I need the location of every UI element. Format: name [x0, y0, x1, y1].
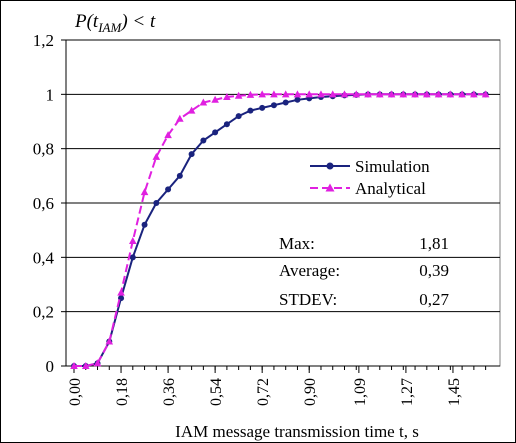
x-tick-label-6: 1,09 — [352, 378, 369, 406]
point-simulation-8 — [165, 186, 171, 192]
point-simulation-6 — [142, 222, 148, 228]
point-simulation-14 — [236, 113, 242, 119]
point-simulation-13 — [224, 121, 230, 127]
point-simulation-15 — [247, 108, 253, 114]
stat-value-average: 0,39 — [419, 261, 449, 280]
y-tick-label-6: 1,2 — [33, 31, 54, 50]
y-tick-label-5: 1 — [46, 85, 55, 104]
point-simulation-9 — [177, 173, 183, 179]
legend-label-simulation: Simulation — [355, 157, 430, 176]
legend-marker-simulation — [327, 163, 334, 170]
x-tick-label-4: 0,72 — [255, 378, 272, 406]
x-tick-label-8: 1,45 — [446, 378, 463, 406]
x-tick-label-3: 0,54 — [208, 378, 225, 406]
y-tick-label-4: 0,8 — [33, 140, 54, 159]
y-tick-label-3: 0,6 — [33, 194, 54, 213]
point-simulation-18 — [283, 99, 289, 105]
stat-label-max: Max: — [279, 234, 315, 253]
x-tick-label-1: 0,18 — [114, 378, 131, 406]
x-tick-label-5: 0,90 — [302, 378, 319, 406]
point-simulation-11 — [200, 138, 206, 144]
y-tick-label-2: 0,4 — [33, 248, 55, 267]
point-simulation-19 — [294, 97, 300, 103]
stat-label-average: Average: — [279, 261, 340, 280]
x-axis-title: IAM message transmission time t, s — [175, 422, 419, 441]
x-tick-label-2: 0,36 — [161, 378, 178, 406]
point-simulation-17 — [271, 102, 277, 108]
y-tick-label-1: 0,2 — [33, 303, 54, 322]
stat-label-stdev: STDEV: — [279, 290, 337, 309]
point-simulation-5 — [130, 254, 136, 260]
x-tick-label-0: 0,00 — [67, 378, 84, 406]
point-simulation-10 — [189, 151, 195, 157]
point-simulation-16 — [259, 105, 265, 111]
point-simulation-7 — [153, 200, 159, 206]
stat-value-stdev: 0,27 — [419, 290, 449, 309]
point-simulation-12 — [212, 129, 218, 135]
y-tick-label-0: 0 — [46, 357, 55, 376]
stat-value-max: 1,81 — [419, 234, 449, 253]
x-tick-label-7: 1,27 — [399, 378, 416, 406]
legend-label-analytical: Analytical — [355, 179, 426, 198]
